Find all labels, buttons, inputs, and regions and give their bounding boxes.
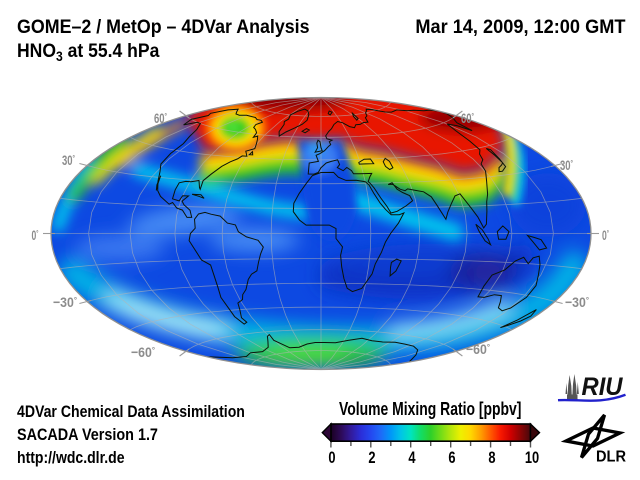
- svg-text:0°: 0°: [32, 227, 39, 243]
- svg-text:−60°: −60°: [131, 344, 155, 360]
- svg-text:0°: 0°: [602, 227, 609, 243]
- svg-text:30°: 30°: [62, 152, 75, 168]
- svg-text:60°: 60°: [461, 110, 474, 126]
- svg-text:−60°: −60°: [466, 341, 490, 357]
- svg-text:60°: 60°: [154, 110, 167, 126]
- svg-text:−30°: −30°: [53, 294, 77, 310]
- svg-text:−30°: −30°: [565, 294, 589, 310]
- svg-text:30°: 30°: [560, 157, 573, 173]
- svg-text:RIU: RIU: [582, 373, 624, 401]
- svg-text:DLR: DLR: [596, 449, 626, 466]
